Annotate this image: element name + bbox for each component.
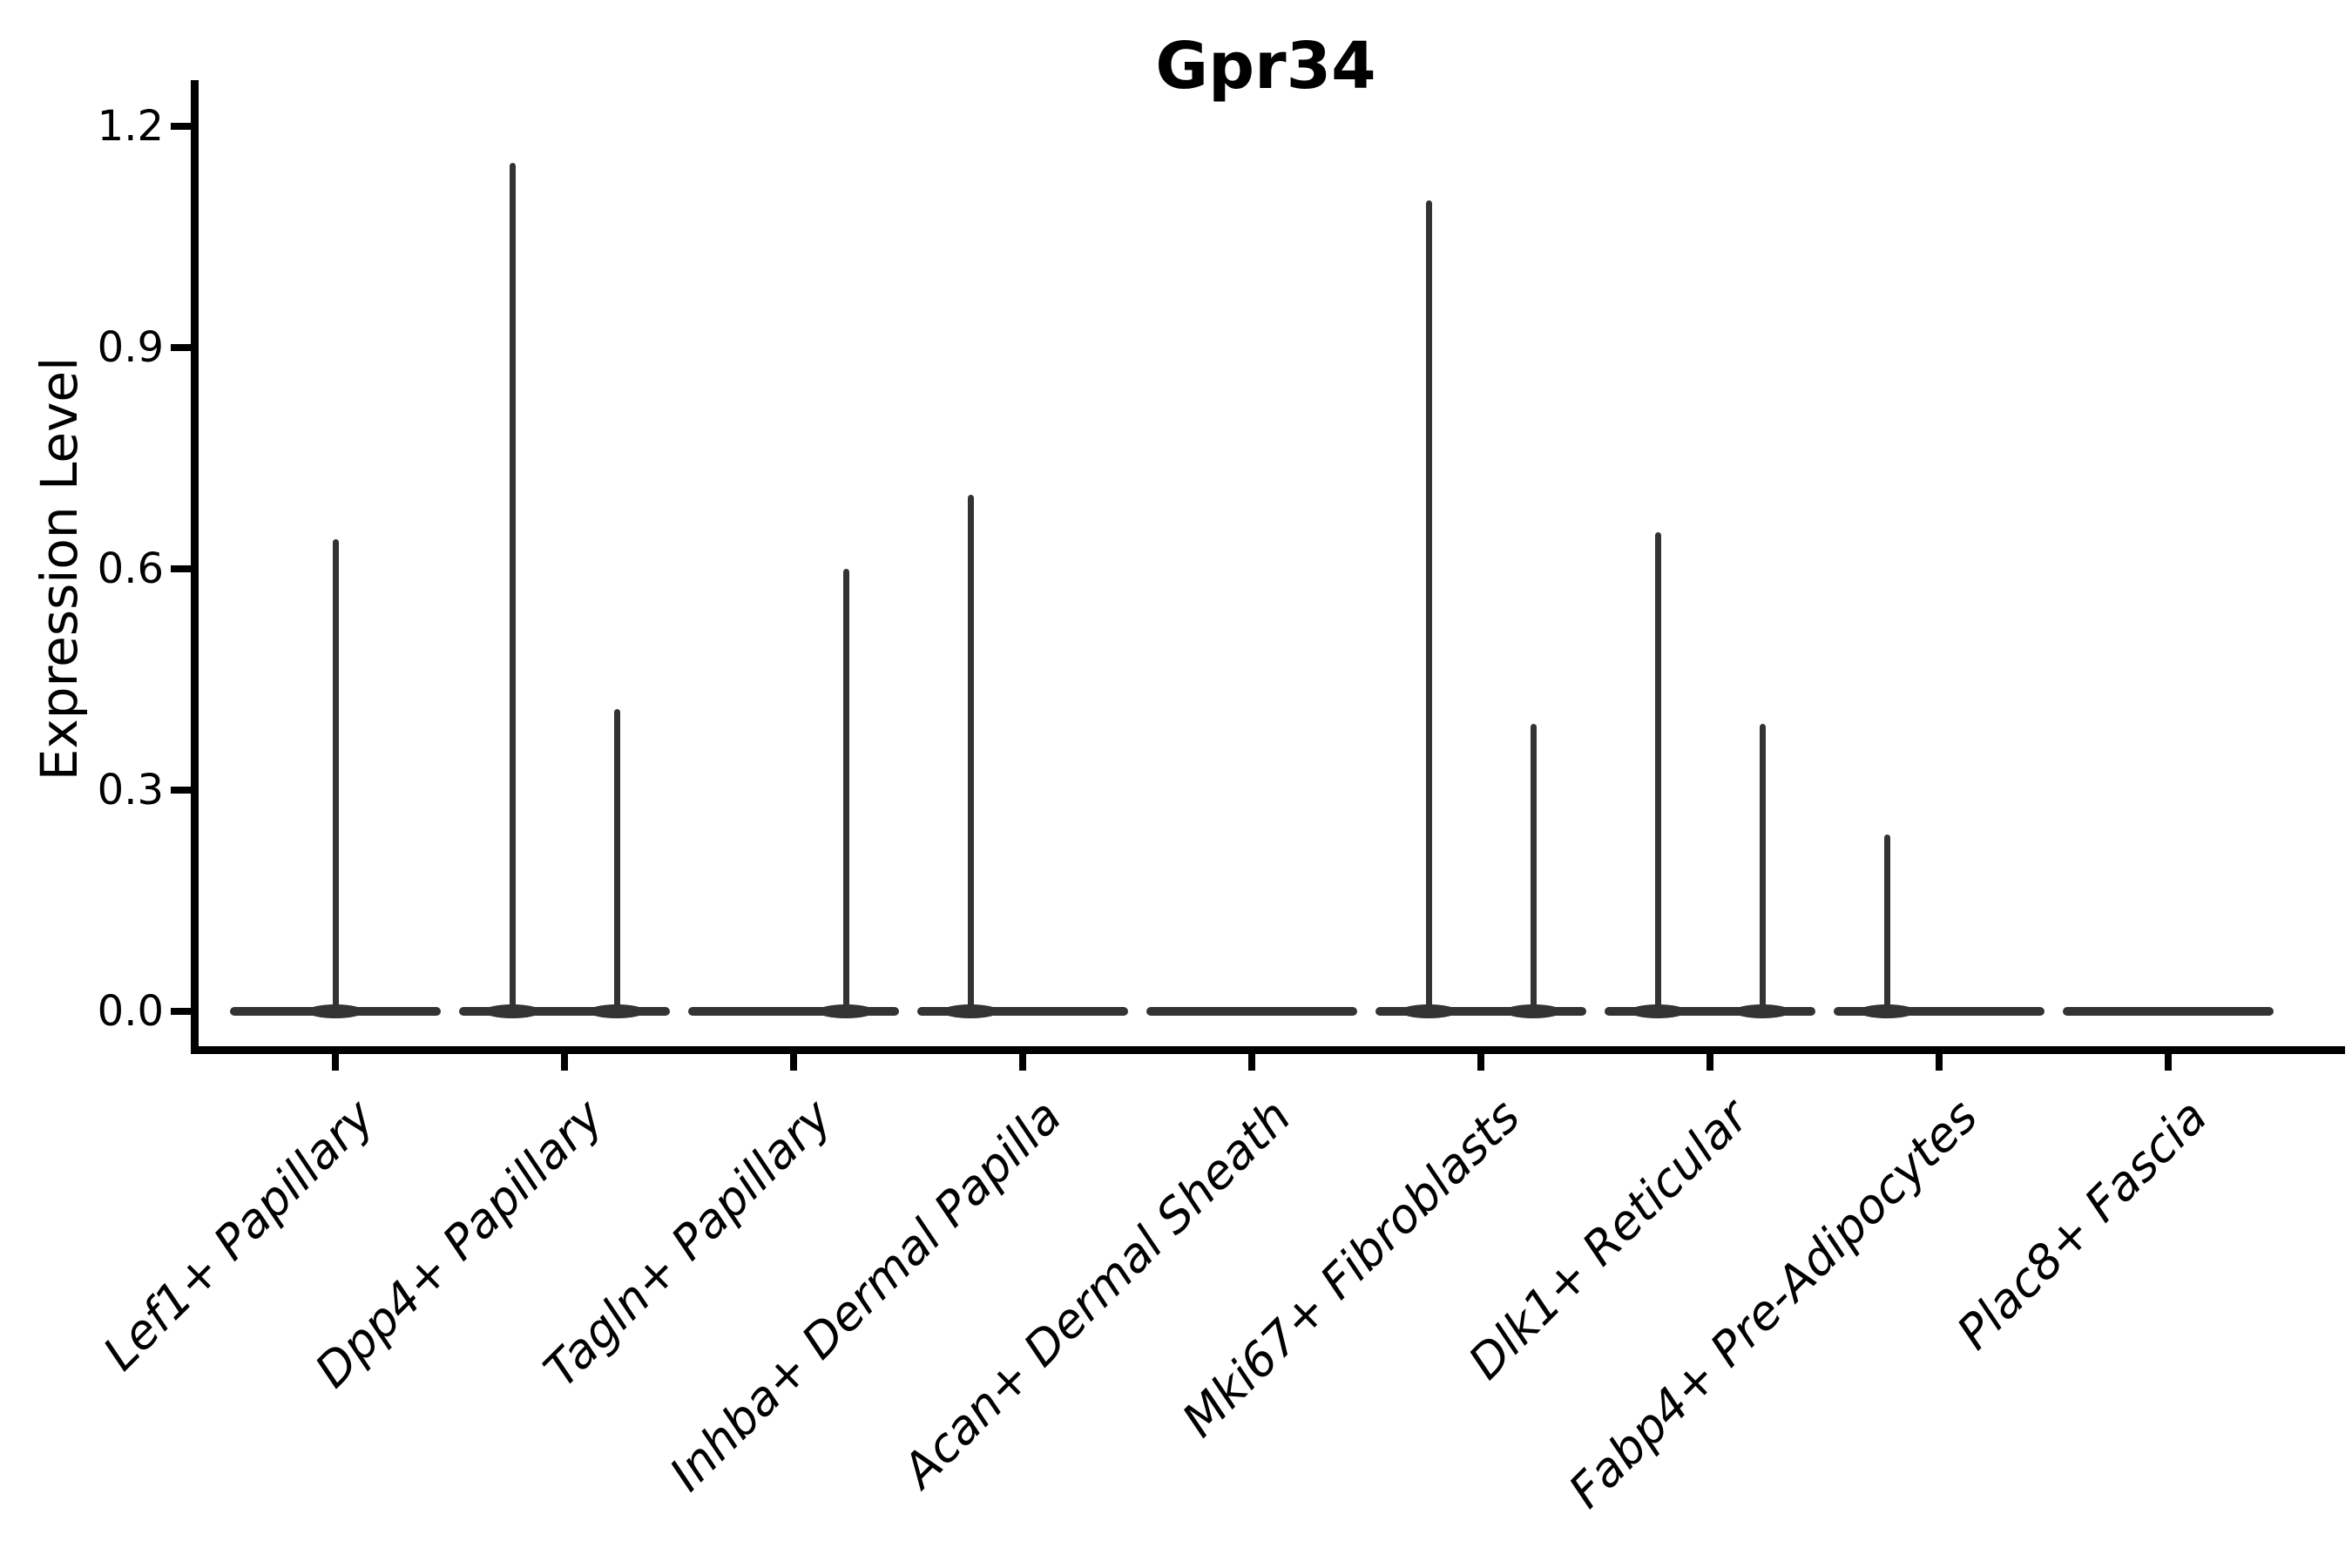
y-tick-mark: [171, 1008, 193, 1015]
violin-spike: [509, 163, 516, 1015]
violin-body: [1605, 1007, 1815, 1016]
violin-spike: [967, 495, 974, 1015]
x-tick-label: Acan+ Dermal Sheath: [891, 1088, 1301, 1498]
y-tick-mark: [171, 565, 193, 573]
violin-body: [688, 1007, 899, 1016]
violin-body: [2063, 1007, 2274, 1016]
violin-spike: [1530, 723, 1537, 1015]
y-axis-spine: [191, 80, 199, 1054]
y-tick-label: 0.6: [97, 544, 164, 594]
x-tick-label: Plac8+ Fascia: [1946, 1088, 2218, 1361]
x-tick-mark: [1248, 1050, 1255, 1071]
y-tick-label: 0.9: [97, 323, 164, 373]
x-tick-mark: [2165, 1050, 2172, 1071]
violin-spike: [842, 569, 849, 1015]
x-tick-mark: [1936, 1050, 1943, 1071]
x-axis-spine: [191, 1046, 2345, 1054]
violin-spike: [1883, 834, 1890, 1015]
x-tick-mark: [561, 1050, 568, 1071]
x-tick-mark: [1019, 1050, 1026, 1071]
y-tick-mark: [171, 344, 193, 352]
y-tick-label: 0.0: [97, 987, 164, 1036]
violin-body: [459, 1007, 670, 1016]
violin-spike: [613, 708, 620, 1015]
chart-title: Gpr34: [1155, 29, 1376, 104]
x-tick-mark: [790, 1050, 797, 1071]
violin-body: [1375, 1007, 1586, 1016]
violin-spike: [332, 539, 339, 1015]
x-tick-mark: [332, 1050, 339, 1071]
y-tick-label: 0.3: [97, 766, 164, 815]
y-tick-label: 1.2: [97, 102, 164, 152]
y-tick-mark: [171, 123, 193, 131]
violin-spike: [1425, 199, 1432, 1015]
x-tick-label: Fabp4+ Pre-Adipocytes: [1558, 1088, 1989, 1519]
y-tick-mark: [171, 787, 193, 794]
violin-spike: [1654, 531, 1661, 1015]
x-tick-mark: [1707, 1050, 1713, 1071]
violin-body: [917, 1007, 1128, 1016]
violin-body: [1834, 1007, 2044, 1016]
x-tick-mark: [1477, 1050, 1484, 1071]
violin-spike: [1759, 723, 1766, 1015]
x-tick-label: Inhba+ Dermal Papilla: [659, 1088, 1072, 1502]
violin-body: [1146, 1007, 1357, 1016]
